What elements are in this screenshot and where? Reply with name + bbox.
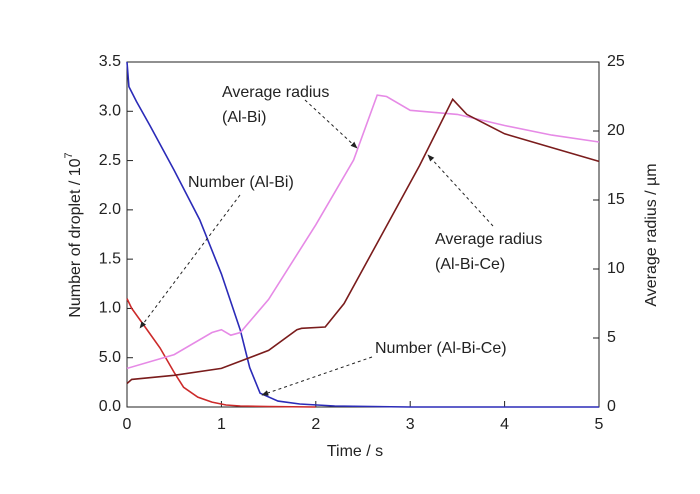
series-line — [126, 298, 316, 408]
y2-tick-label: 10 — [607, 260, 625, 277]
annotation: Average radius — [222, 84, 329, 101]
y-tick-label: 5.0 — [99, 349, 121, 366]
y2-tick-label: 15 — [607, 191, 625, 208]
y-tick-label: 3.5 — [99, 53, 121, 70]
y-tick-label: 2.0 — [99, 201, 121, 218]
x-tick-label: 0 — [123, 416, 132, 433]
annotation: (Al-Bi) — [222, 109, 266, 126]
series-line — [126, 61, 599, 408]
annotation-arrow — [304, 99, 358, 149]
x-tick-label: 4 — [500, 416, 509, 433]
annotation: Average radius — [435, 231, 542, 248]
y-axis-label: Number of droplet / 107 — [63, 152, 84, 317]
series-line — [126, 94, 600, 370]
y-tick-label: 2.5 — [99, 152, 121, 169]
y2-tick-label: 25 — [607, 53, 625, 70]
y-tick-label: 1.5 — [99, 250, 121, 267]
y2-tick-label: 20 — [607, 122, 625, 139]
x-axis-label: Time / s — [327, 443, 383, 460]
annotation: Number (Al-Bi) — [188, 174, 294, 191]
series-line — [126, 97, 600, 385]
x-tick-label: 2 — [311, 416, 320, 433]
x-tick-label: 3 — [406, 416, 415, 433]
annotation: Number (Al-Bi-Ce) — [375, 340, 507, 357]
y2-tick-label: 5 — [607, 329, 616, 346]
annotation-arrow — [139, 194, 241, 329]
y-tick-label: 3.0 — [99, 103, 121, 120]
annotation: (Al-Bi-Ce) — [435, 256, 505, 273]
y2-tick-label: 0 — [607, 398, 616, 415]
y-tick-label: 0.0 — [99, 398, 121, 415]
x-tick-label: 1 — [217, 416, 226, 433]
y2-axis-label: Average radius / µm — [643, 163, 660, 306]
annotation-arrow — [427, 154, 494, 227]
annotation-arrow — [261, 356, 373, 396]
x-tick-label: 5 — [595, 416, 604, 433]
y-tick-label: 1.0 — [99, 300, 121, 317]
